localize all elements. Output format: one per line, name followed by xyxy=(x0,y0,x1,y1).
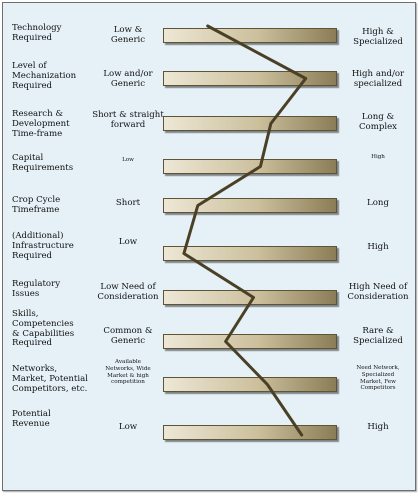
category-revenue: Potential Revenue xyxy=(12,409,51,429)
category-mechanization: Level of Mechanization Required xyxy=(12,61,77,91)
scale-bar-capital xyxy=(163,159,337,174)
high-label-networks: Need Network, Specialized Market, Few Co… xyxy=(356,365,400,392)
high-label-crop-cycle: Long xyxy=(367,198,389,208)
category-capital: Capital Requirements xyxy=(12,153,74,173)
low-label-revenue: Low xyxy=(118,422,138,432)
low-label-crop-cycle: Short xyxy=(115,198,141,208)
scale-bar-technology xyxy=(163,28,337,43)
high-label-regulatory: High Need of Consideration xyxy=(347,282,409,302)
category-technology-required: Technology Required xyxy=(12,23,62,43)
low-label-networks: Available Networks, Wide Market & high c… xyxy=(105,359,151,386)
scale-bar-skills xyxy=(163,334,337,349)
low-label-mechanization: Low and/or Generic xyxy=(103,69,153,89)
category-infrastructure: (Additional) Infrastructure Required xyxy=(12,231,74,261)
high-label-infrastructure: High xyxy=(367,242,389,252)
low-label-technology: Low & Generic xyxy=(110,25,146,45)
scale-bar-regulatory xyxy=(163,290,337,305)
high-label-capital: High xyxy=(371,154,385,160)
category-networks: Networks, Market, Potential Competitors,… xyxy=(12,364,88,394)
high-label-revenue: High xyxy=(367,422,389,432)
high-label-technology: High & Specialized xyxy=(353,27,403,47)
category-regulatory: Regulatory Issues xyxy=(12,279,61,299)
scale-bar-networks xyxy=(163,377,337,392)
scale-bar-research xyxy=(163,116,337,131)
category-research-development: Research & Development Time-frame xyxy=(12,109,70,139)
low-label-research: Short & straight forward xyxy=(92,110,164,130)
scale-bar-mechanization xyxy=(163,71,337,86)
high-label-research: Long & Complex xyxy=(358,112,398,132)
low-label-skills: Common & Generic xyxy=(103,326,153,346)
low-label-infrastructure: Low xyxy=(118,237,138,247)
scale-bar-revenue xyxy=(163,425,337,440)
category-crop-cycle: Crop Cycle Timeframe xyxy=(12,195,61,215)
low-label-capital: Low xyxy=(122,157,134,163)
scale-bar-infrastructure xyxy=(163,246,337,261)
high-label-mechanization: High and/or specialized xyxy=(351,69,405,89)
low-label-regulatory: Low Need of Consideration xyxy=(97,282,159,302)
category-skills: Skills, Competencies & Capabilities Requ… xyxy=(12,309,75,349)
scale-bar-crop-cycle xyxy=(163,198,337,213)
high-label-skills: Rare & Specialized xyxy=(353,326,403,346)
